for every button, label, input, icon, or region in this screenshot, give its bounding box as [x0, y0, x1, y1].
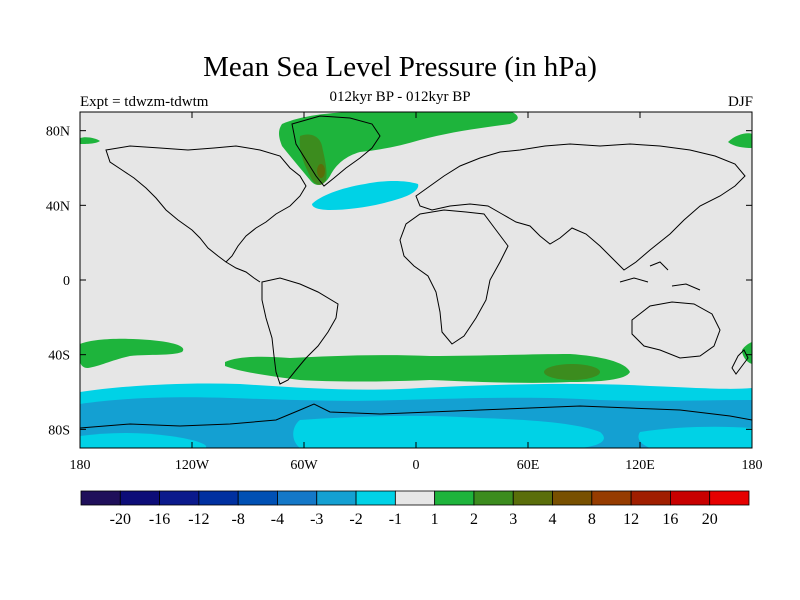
colorbar: -20 -16 -12 -8 -4 -3 -2 -1 1 2 3 4 8 12 16 20: [80, 490, 750, 528]
colorbar-box-16: [709, 490, 750, 506]
y-tick-label-1: 40N: [46, 199, 70, 214]
pressure-anomaly-fields: [80, 112, 752, 448]
colorbar-label-7: -1: [389, 511, 402, 528]
colorbar-box-6: [316, 490, 357, 506]
coastline-south-america: [261, 277, 339, 385]
coastline-australia: [631, 301, 721, 359]
field-south-indian-plus2: [544, 364, 600, 380]
colorbar-box-8: [394, 490, 436, 506]
coastline-africa: [399, 209, 509, 345]
field-arctic-plus1-east: [728, 133, 752, 148]
coastline-north-america: [105, 145, 307, 263]
colorbar-box-4: [237, 490, 278, 506]
colorbar-label-5: -3: [310, 511, 323, 528]
y-tick-label-3: 40S: [48, 349, 70, 364]
colorbar-label-6: -2: [349, 511, 362, 528]
coastlines: [80, 115, 752, 429]
colorbar-box-10: [473, 490, 514, 506]
coastline-central-america: [225, 261, 261, 283]
coastline-maritime: [619, 261, 701, 291]
colorbar-box-14: [630, 490, 671, 506]
field-greenland-plus1: [279, 112, 518, 185]
colorbar-box-13: [591, 490, 632, 506]
colorbar-label-14: 16: [662, 511, 678, 528]
colorbar-box-2: [159, 490, 200, 506]
x-tick-label-2: 60W: [290, 458, 318, 473]
colorbar-box-1: [119, 490, 160, 506]
colorbar-label-11: 4: [549, 511, 557, 528]
colorbar-label-13: 12: [623, 511, 639, 528]
field-antarctic-light-minus1-east: [638, 426, 752, 448]
field-north-atlantic-minus1: [312, 181, 419, 210]
x-tick-label-5: 120E: [625, 458, 655, 473]
colorbar-box-15: [670, 490, 711, 506]
x-tick-label-0: 180: [70, 458, 91, 473]
field-greenland-plus3: [317, 164, 325, 178]
colorbar-label-3: -8: [232, 511, 245, 528]
colorbar-label-10: 3: [509, 511, 517, 528]
y-tick-label-2: 0: [63, 274, 70, 289]
field-antarctic-light-minus1: [293, 415, 604, 448]
coastline-new-zealand: [731, 349, 749, 375]
x-tick-label-4: 60E: [517, 458, 540, 473]
colorbar-label-0: -20: [110, 511, 131, 528]
x-tick-label-3: 0: [413, 458, 420, 473]
field-south-pacific-plus1: [80, 338, 184, 368]
x-tick-label-1: 120W: [175, 458, 210, 473]
colorbar-label-1: -16: [149, 511, 170, 528]
y-tick-label-4: 80S: [48, 423, 70, 438]
coastline-antarctica: [80, 403, 752, 429]
season-label: DJF: [727, 94, 753, 110]
colorbar-label-8: 1: [431, 511, 439, 528]
axis-ticks: 180 120W 60W 0 60E 120E 180 80N 40N 0 40S 80S: [46, 112, 763, 473]
colorbar-label-12: 8: [588, 511, 596, 528]
map-subtitle: 012kyr BP - 012kyr BP: [329, 89, 471, 105]
colorbar-box-3: [198, 490, 239, 506]
colorbar-box-5: [277, 490, 318, 506]
colorbar-box-0: [80, 490, 121, 506]
y-tick-label-0: 80N: [46, 125, 70, 140]
x-tick-label-6: 180: [742, 458, 763, 473]
coastline-europe-asia: [415, 143, 746, 271]
field-nz-plus1: [742, 342, 752, 364]
colorbar-label-9: 2: [470, 511, 478, 528]
field-south-atlantic-indian-plus1: [225, 354, 630, 383]
colorbar-label-2: -12: [188, 511, 209, 528]
field-arctic-plus1-west: [80, 137, 100, 144]
colorbar-label-15: 20: [702, 511, 718, 528]
field-antarctic-light-minus1-west: [80, 433, 207, 448]
colorbar-box-12: [552, 490, 593, 506]
colorbar-label-4: -4: [271, 511, 284, 528]
map-title: Mean Sea Level Pressure (in hPa): [203, 51, 597, 83]
experiment-label: Expt = tdwzm-tdwtm: [80, 94, 209, 110]
colorbar-box-7: [355, 490, 396, 506]
colorbar-box-11: [512, 490, 553, 506]
coastline-greenland: [291, 115, 381, 187]
colorbar-box-9: [434, 490, 475, 506]
